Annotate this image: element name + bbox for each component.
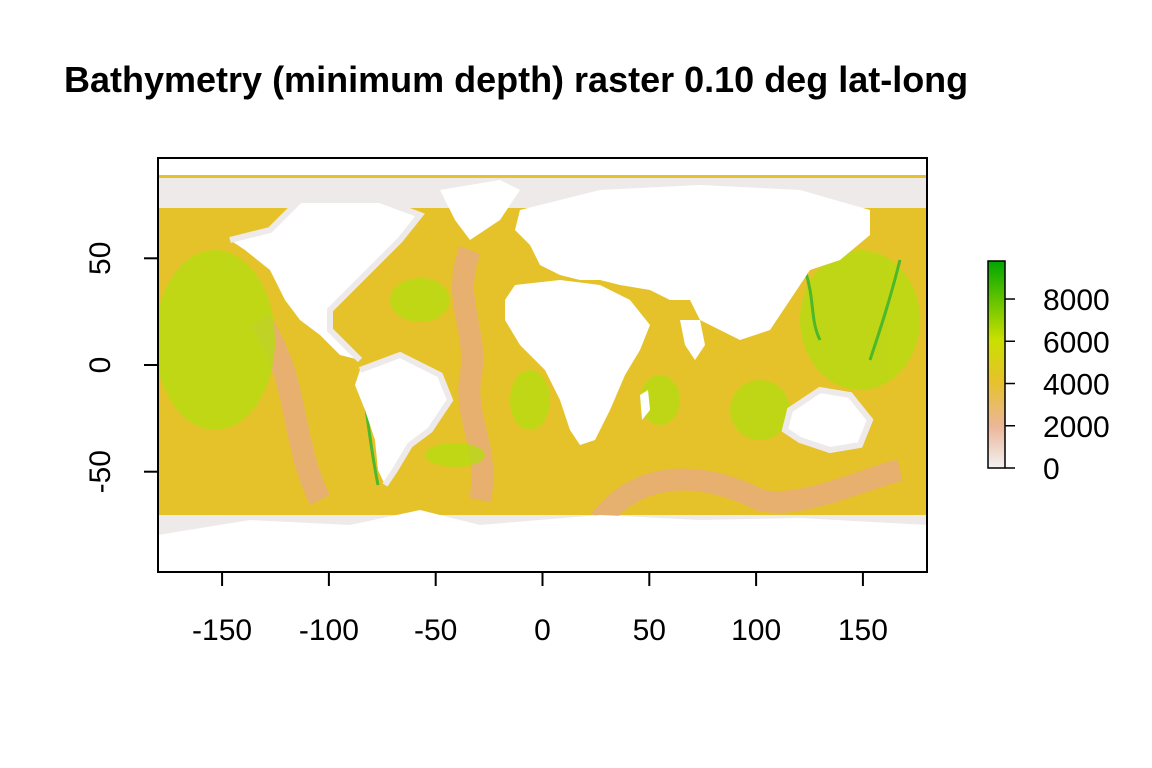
x-tick-label: 0 <box>534 614 551 647</box>
colorbar-legend: 0 2000 4000 6000 8000 <box>987 260 1110 486</box>
legend-tick-label: 8000 <box>1043 284 1110 317</box>
shelf-outline <box>229 197 874 487</box>
y-tick-label: 50 <box>84 242 117 275</box>
colorbar-gradient <box>987 260 1006 469</box>
bathymetry-raster <box>158 158 927 572</box>
y-tick-label: -50 <box>84 450 117 493</box>
x-axis: -150 -100 -50 0 50 100 150 <box>192 572 888 647</box>
legend-tick-label: 4000 <box>1043 369 1110 402</box>
abyss-patches <box>158 250 920 467</box>
y-axis: -50 0 50 <box>84 242 158 493</box>
x-tick-label: -100 <box>299 614 359 647</box>
x-tick-label: 50 <box>633 614 666 647</box>
legend-tick-label: 2000 <box>1043 411 1110 444</box>
legend-tick-label: 0 <box>1043 453 1060 486</box>
land <box>158 158 927 572</box>
x-tick-label: 150 <box>838 614 888 647</box>
x-tick-label: -150 <box>192 614 252 647</box>
x-tick-label: -50 <box>414 614 457 647</box>
chart-title: Bathymetry (minimum depth) raster 0.10 d… <box>64 59 968 100</box>
y-tick-label: 0 <box>84 357 117 374</box>
x-tick-label: 100 <box>731 614 781 647</box>
legend-tick-label: 6000 <box>1043 326 1110 359</box>
